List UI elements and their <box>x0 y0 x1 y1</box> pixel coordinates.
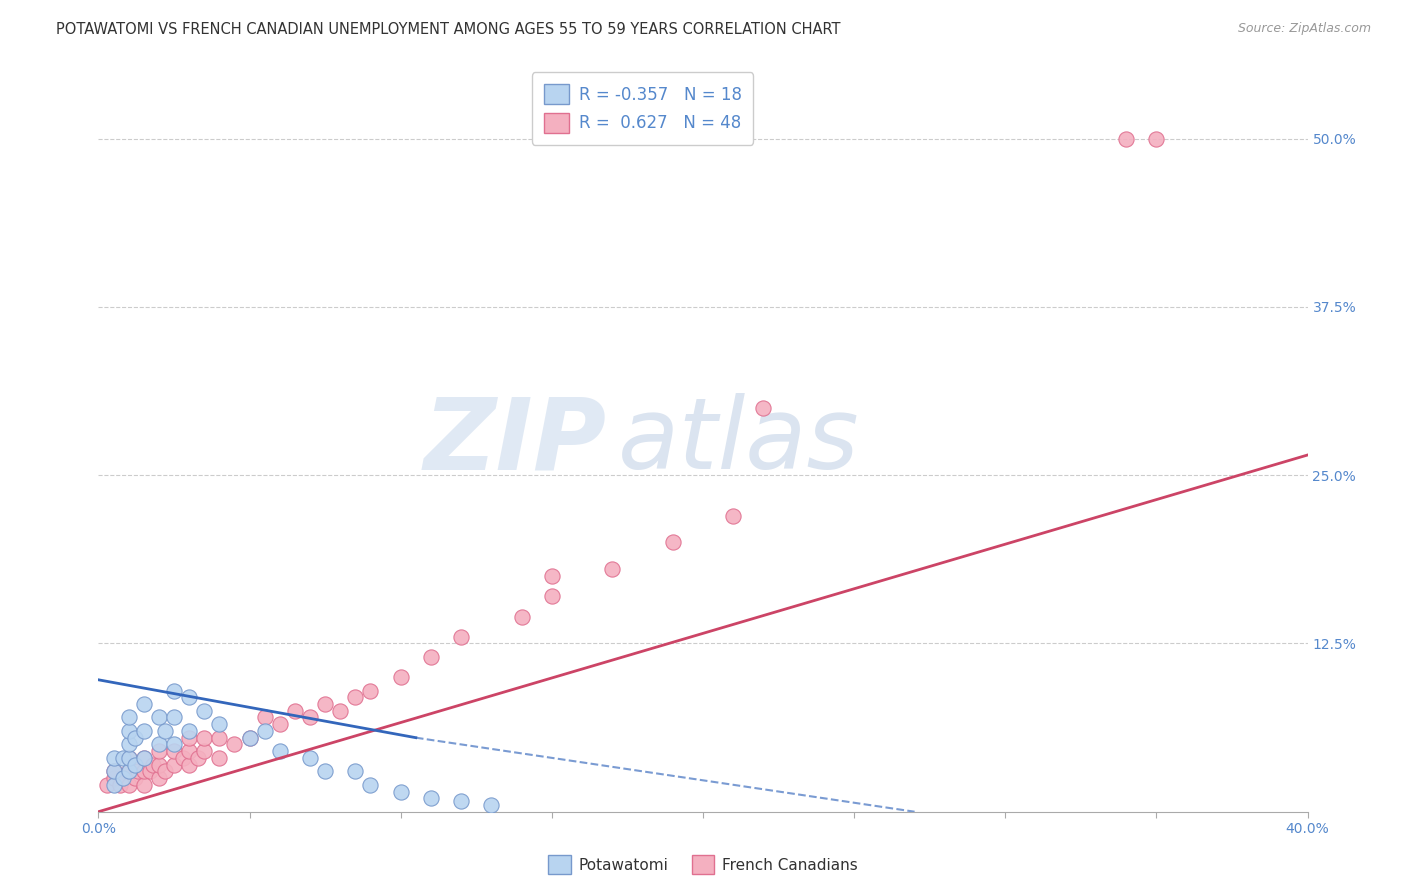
Point <box>299 710 322 724</box>
Point <box>193 731 215 745</box>
Point <box>179 723 201 738</box>
Point <box>163 683 186 698</box>
Point <box>179 744 201 758</box>
Point <box>118 764 141 779</box>
Point <box>132 778 155 792</box>
Point <box>163 757 186 772</box>
Point <box>329 704 352 718</box>
Point <box>187 751 209 765</box>
Point <box>360 683 382 698</box>
Point <box>132 751 155 765</box>
Point <box>389 670 412 684</box>
Text: ZIP: ZIP <box>423 393 606 490</box>
Point <box>103 751 125 765</box>
Point <box>103 771 125 785</box>
Point <box>163 710 186 724</box>
Point <box>111 771 134 785</box>
Point <box>153 764 176 779</box>
Text: Source: ZipAtlas.com: Source: ZipAtlas.com <box>1237 22 1371 36</box>
Point <box>132 723 155 738</box>
Legend: Potawatomi, French Canadians: Potawatomi, French Canadians <box>543 849 863 880</box>
Point <box>172 751 194 765</box>
Point <box>111 751 134 765</box>
Point <box>450 794 472 808</box>
Point <box>239 731 262 745</box>
Point <box>108 778 131 792</box>
Point <box>602 562 624 576</box>
Point <box>481 797 503 812</box>
Point <box>239 731 262 745</box>
Point <box>360 778 382 792</box>
Point <box>420 791 443 805</box>
Point <box>269 744 291 758</box>
Text: atlas: atlas <box>619 393 860 490</box>
Point <box>284 704 307 718</box>
Point <box>118 764 141 779</box>
Point <box>179 690 201 705</box>
Point <box>344 690 367 705</box>
Point <box>132 751 155 765</box>
Point <box>148 738 170 752</box>
Point <box>510 609 533 624</box>
Point <box>124 757 146 772</box>
Point <box>208 717 231 731</box>
Point <box>118 751 141 765</box>
Point <box>124 771 146 785</box>
Point <box>96 778 118 792</box>
Point <box>179 731 201 745</box>
Point <box>752 401 775 415</box>
Point <box>103 764 125 779</box>
Point <box>253 710 276 724</box>
Point <box>148 710 170 724</box>
Point <box>118 751 141 765</box>
Point <box>420 649 443 664</box>
Point <box>269 717 291 731</box>
Point <box>163 738 186 752</box>
Point <box>299 751 322 765</box>
Point <box>103 764 125 779</box>
Point <box>208 731 231 745</box>
Point <box>118 710 141 724</box>
Point <box>344 764 367 779</box>
Point <box>253 723 276 738</box>
Point <box>132 764 155 779</box>
Point <box>540 590 562 604</box>
Point <box>148 771 170 785</box>
Point <box>661 535 683 549</box>
Point <box>148 757 170 772</box>
Legend: R = -0.357   N = 18, R =  0.627   N = 48: R = -0.357 N = 18, R = 0.627 N = 48 <box>531 72 754 145</box>
Point <box>111 771 134 785</box>
Point <box>179 757 201 772</box>
Point <box>314 764 336 779</box>
Point <box>153 723 176 738</box>
Point <box>450 630 472 644</box>
Point <box>193 704 215 718</box>
Text: POTAWATOMI VS FRENCH CANADIAN UNEMPLOYMENT AMONG AGES 55 TO 59 YEARS CORRELATION: POTAWATOMI VS FRENCH CANADIAN UNEMPLOYME… <box>56 22 841 37</box>
Point <box>193 744 215 758</box>
Point <box>163 744 186 758</box>
Point <box>224 738 246 752</box>
Point <box>103 778 125 792</box>
Point <box>139 764 162 779</box>
Point <box>118 778 141 792</box>
Point <box>723 508 745 523</box>
Point <box>1144 131 1167 145</box>
Point <box>127 764 149 779</box>
Point <box>118 738 141 752</box>
Point <box>148 744 170 758</box>
Point <box>142 757 165 772</box>
Point <box>314 697 336 711</box>
Point <box>1115 131 1137 145</box>
Point <box>208 751 231 765</box>
Point <box>118 723 141 738</box>
Point <box>540 569 562 583</box>
Point <box>124 731 146 745</box>
Point <box>389 784 412 798</box>
Point <box>132 697 155 711</box>
